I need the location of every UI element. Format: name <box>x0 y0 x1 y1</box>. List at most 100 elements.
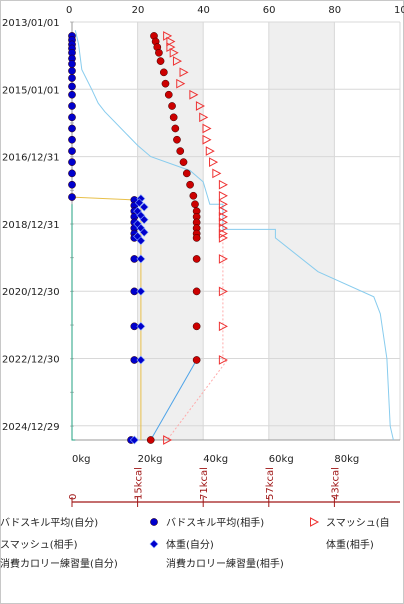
data-point <box>173 135 181 144</box>
data-point <box>192 234 201 242</box>
data-point <box>218 321 228 332</box>
x-bottom-tick-label: 80kg <box>334 454 359 465</box>
kcal-tick-label: 57kcal <box>265 467 276 500</box>
legend-label: 消費カロリー練習量(相手) <box>166 557 284 570</box>
legend-label: スマッシュ(自 <box>326 516 390 529</box>
legend-label: 体重(自分) <box>166 538 214 551</box>
y-tick-label: 2020/12/30 <box>2 287 60 298</box>
y-tick-label: 2015/01/01 <box>2 85 60 96</box>
data-point <box>189 191 198 200</box>
data-point <box>68 90 76 99</box>
y-tick-label: 2013/01/01 <box>2 18 60 29</box>
data-point <box>199 112 209 123</box>
data-point <box>218 179 228 190</box>
data-point <box>139 227 149 237</box>
x-top-tick-label: 80 <box>328 5 341 16</box>
x-top-tick-label: 40 <box>197 5 210 16</box>
data-point <box>209 157 219 167</box>
data-point <box>163 435 173 445</box>
data-point <box>146 436 155 444</box>
shaded-band <box>137 22 204 440</box>
data-point <box>218 211 228 222</box>
data-point <box>68 180 76 189</box>
data-point <box>134 198 144 208</box>
legend-label: スマッシュ(相手) <box>0 538 78 551</box>
data-point <box>205 146 215 156</box>
data-point <box>202 123 212 134</box>
y-tick-label: 2022/12/30 <box>2 355 60 366</box>
data-point <box>168 102 176 110</box>
data-point <box>68 169 76 178</box>
kcal-tick-label: 15kcal <box>134 467 145 500</box>
x-bottom-tick-label: 60kg <box>269 454 294 465</box>
data-point <box>202 134 212 145</box>
series-line <box>74 30 394 441</box>
data-point <box>182 169 191 178</box>
data-point <box>155 48 163 57</box>
x-bottom-tick-label: 40kg <box>203 454 228 465</box>
data-point <box>218 190 228 201</box>
data-point <box>139 202 149 212</box>
data-point <box>129 435 139 445</box>
legend-label: 消費カロリー練習量(自分) <box>0 557 118 570</box>
data-point <box>171 124 180 133</box>
data-point <box>218 254 228 264</box>
data-point <box>169 113 178 122</box>
kcal-tick-label: 71kcal <box>199 467 210 500</box>
data-point <box>161 79 170 88</box>
x-top-tick-label: 0 <box>66 5 72 16</box>
series-line <box>71 204 76 441</box>
data-point <box>159 68 168 77</box>
data-point <box>68 158 76 166</box>
data-point <box>212 168 222 179</box>
data-point <box>195 101 205 111</box>
y-tick-label: 2024/12/29 <box>2 422 60 433</box>
legend-marker <box>149 539 159 549</box>
data-point <box>218 233 228 243</box>
data-point <box>68 147 76 155</box>
kcal-tick-label: 43kcal <box>330 467 341 500</box>
series-line <box>150 359 198 441</box>
legend-label: 体重(相手) <box>326 538 374 551</box>
data-point <box>136 254 146 264</box>
x-top-tick-label: 20 <box>132 5 145 16</box>
legend-label: バドスキル平均(自分) <box>0 516 98 529</box>
data-point <box>186 180 194 189</box>
data-point <box>68 135 76 144</box>
data-point <box>68 193 76 201</box>
data-point <box>166 36 176 47</box>
data-point <box>169 47 179 58</box>
data-point <box>68 124 76 133</box>
shaded-band <box>268 22 335 440</box>
x-bottom-tick-label: 0kg <box>72 454 91 465</box>
x-top-tick-label: 10 <box>394 5 404 16</box>
x-bottom-tick-label: 20kg <box>138 454 163 465</box>
data-point <box>191 200 199 209</box>
data-point <box>68 60 76 68</box>
data-point <box>68 102 76 110</box>
data-point <box>68 113 76 122</box>
data-point <box>136 286 146 296</box>
data-point <box>139 215 149 225</box>
data-point <box>218 355 228 365</box>
data-point <box>176 147 185 155</box>
data-point <box>218 199 228 210</box>
legend-label: バドスキル平均(相手) <box>166 516 264 529</box>
data-point <box>136 236 146 246</box>
data-point <box>68 67 76 75</box>
legend-marker <box>310 517 320 527</box>
data-point <box>68 82 76 91</box>
data-point <box>172 56 183 66</box>
data-point <box>164 90 173 99</box>
data-point <box>136 355 146 365</box>
legend-marker <box>150 518 158 526</box>
data-point <box>179 158 188 166</box>
data-point <box>156 57 165 65</box>
data-point <box>218 286 228 297</box>
y-tick-label: 2018/12/31 <box>2 220 60 231</box>
data-point <box>68 74 76 82</box>
data-point <box>179 67 189 78</box>
x-top-tick-label: 60 <box>263 5 276 16</box>
y-tick-label: 2016/12/31 <box>2 153 60 164</box>
